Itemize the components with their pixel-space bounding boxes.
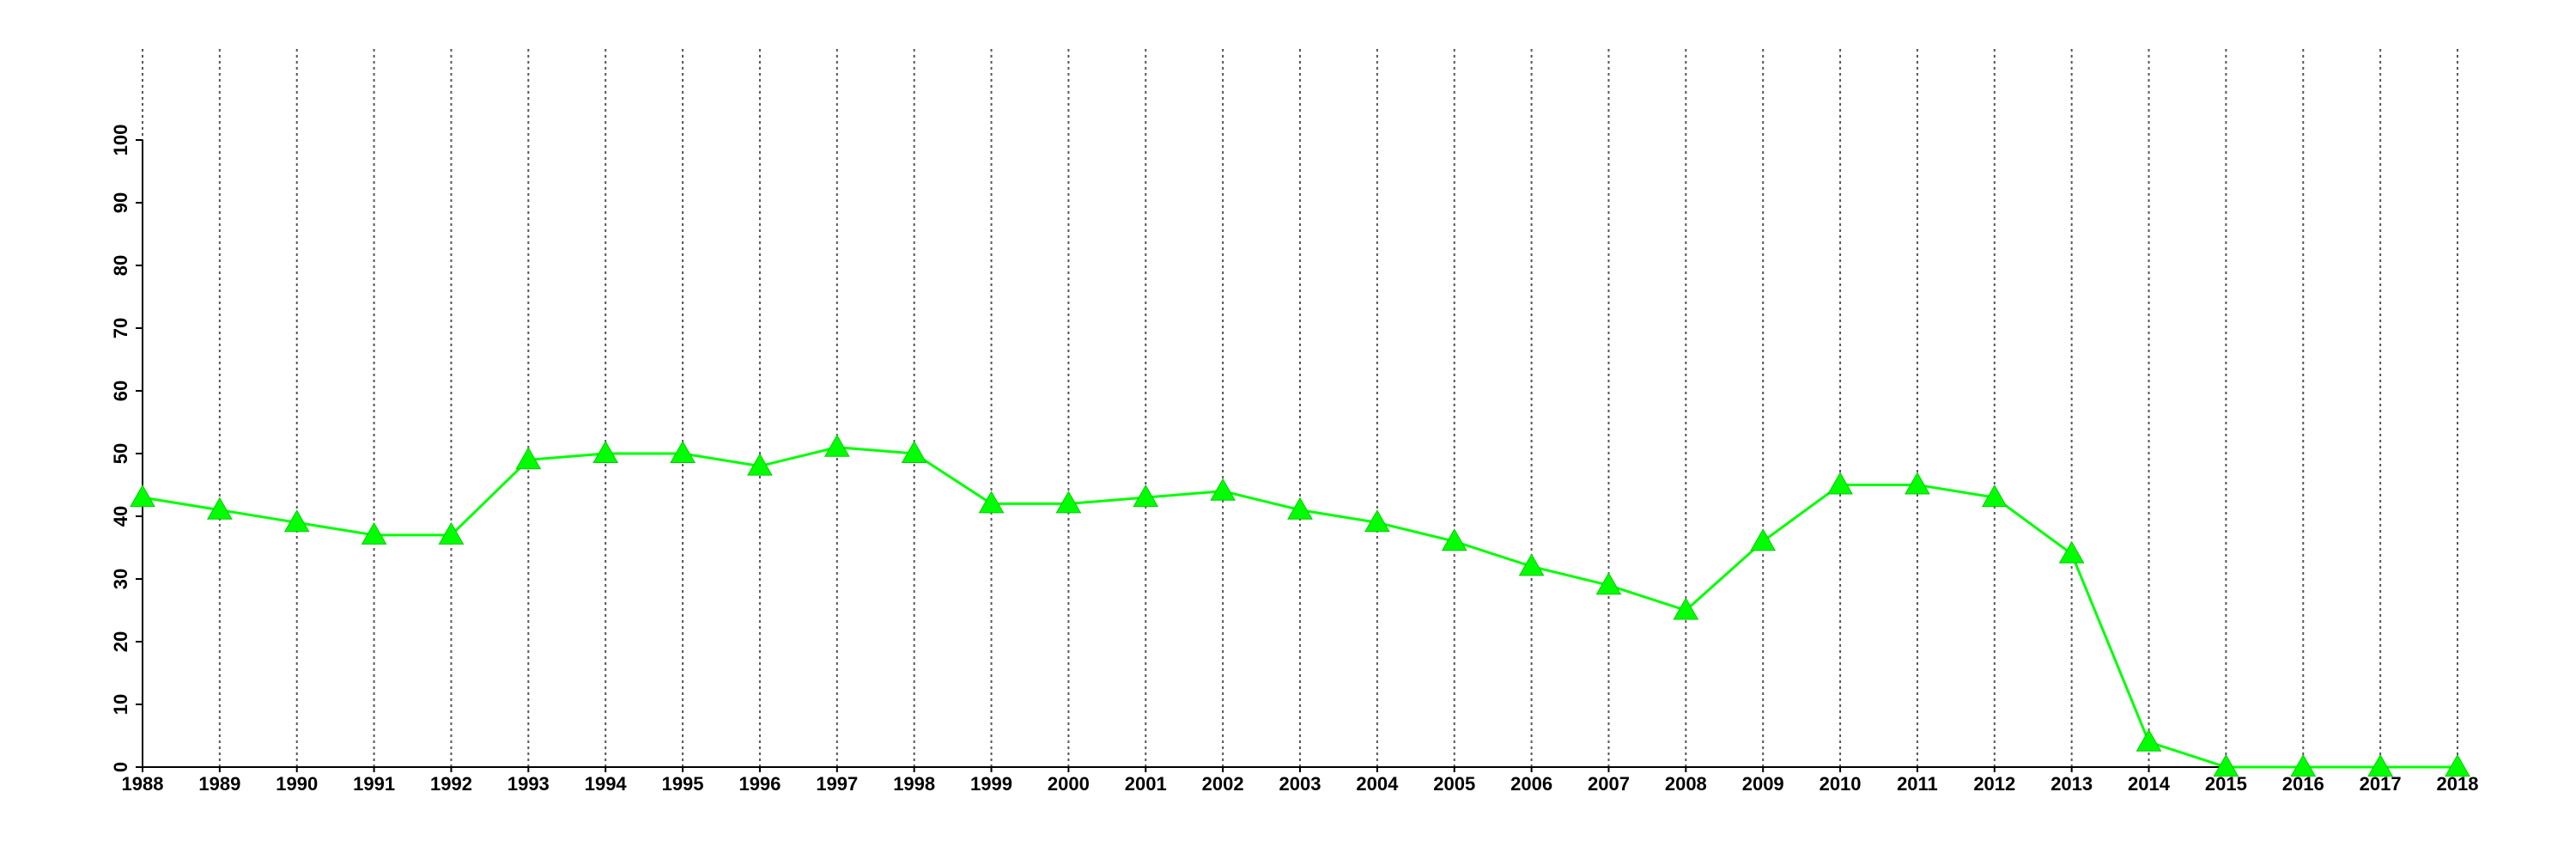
marker [823,434,850,457]
marker [2058,540,2085,564]
y-tick-label: 80 [110,255,131,276]
x-tick-label: 1991 [353,773,395,795]
x-tick-label: 1996 [738,773,781,795]
y-tick-label: 10 [110,694,131,715]
marker [1518,553,1545,576]
x-tick-label: 1993 [507,773,550,795]
marker [2445,753,2470,777]
marker [901,440,927,463]
marker [1595,572,1622,595]
marker [515,447,542,470]
marker [130,484,155,508]
marker [2290,753,2317,777]
marker [1364,509,1390,533]
x-tick-label: 2009 [1742,773,1784,795]
marker [1287,497,1313,520]
marker [670,440,696,463]
x-tick-label: 1995 [662,773,704,795]
x-tick-label: 2006 [1510,773,1552,795]
y-tick-label: 20 [110,631,131,652]
x-tick-label: 2003 [1279,773,1321,795]
x-tick-label: 1999 [970,773,1012,795]
x-tick-label: 2011 [1897,773,1938,795]
x-tick-label: 2017 [2360,773,2402,795]
marker [747,453,773,476]
x-tick-label: 1998 [893,773,935,795]
marker [1750,528,1777,551]
x-tick-label: 2012 [1973,773,2015,795]
marker [283,509,310,533]
x-tick-label: 1992 [430,773,472,795]
x-tick-label: 2002 [1202,773,1244,795]
x-tick-label: 2005 [1433,773,1475,795]
marker [2136,728,2162,752]
y-tick-label: 90 [110,192,131,213]
x-tick-label: 2018 [2437,773,2479,795]
x-tick-label: 2008 [1665,773,1707,795]
x-tick-label: 1989 [198,773,240,795]
x-tick-label: 2013 [2050,773,2093,795]
x-tick-label: 2000 [1048,773,1090,795]
x-tick-label: 1988 [122,773,164,795]
x-tick-label: 2010 [1820,773,1862,795]
marker [592,440,619,463]
marker [1827,472,1853,495]
y-tick-label: 50 [110,443,131,464]
x-tick-label: 1990 [276,773,318,795]
x-tick-label: 2007 [1588,773,1630,795]
marker [1981,484,2008,508]
x-tick-label: 1994 [585,773,628,795]
x-tick-label: 2016 [2282,773,2324,795]
marker [207,497,233,520]
marker [1905,472,1930,495]
marker [978,490,1005,514]
x-tick-label: 2004 [1356,773,1399,795]
y-tick-label: 40 [110,506,131,527]
marker [2213,753,2239,777]
marker [1210,478,1236,501]
marker [1055,490,1082,514]
y-tick-label: 0 [110,762,131,772]
y-tick-label: 60 [110,381,131,401]
x-tick-label: 2001 [1125,773,1167,795]
x-tick-label: 2014 [2128,773,2171,795]
x-tick-label: 2015 [2205,773,2247,795]
marker [1673,597,1699,620]
y-tick-label: 30 [110,569,131,589]
x-tick-label: 1997 [816,773,858,795]
marker [2367,753,2393,777]
marker [361,521,387,545]
marker [1441,528,1467,551]
y-tick-label: 100 [110,125,131,156]
y-tick-label: 70 [110,318,131,338]
marker [438,521,465,545]
marker [1133,484,1159,508]
